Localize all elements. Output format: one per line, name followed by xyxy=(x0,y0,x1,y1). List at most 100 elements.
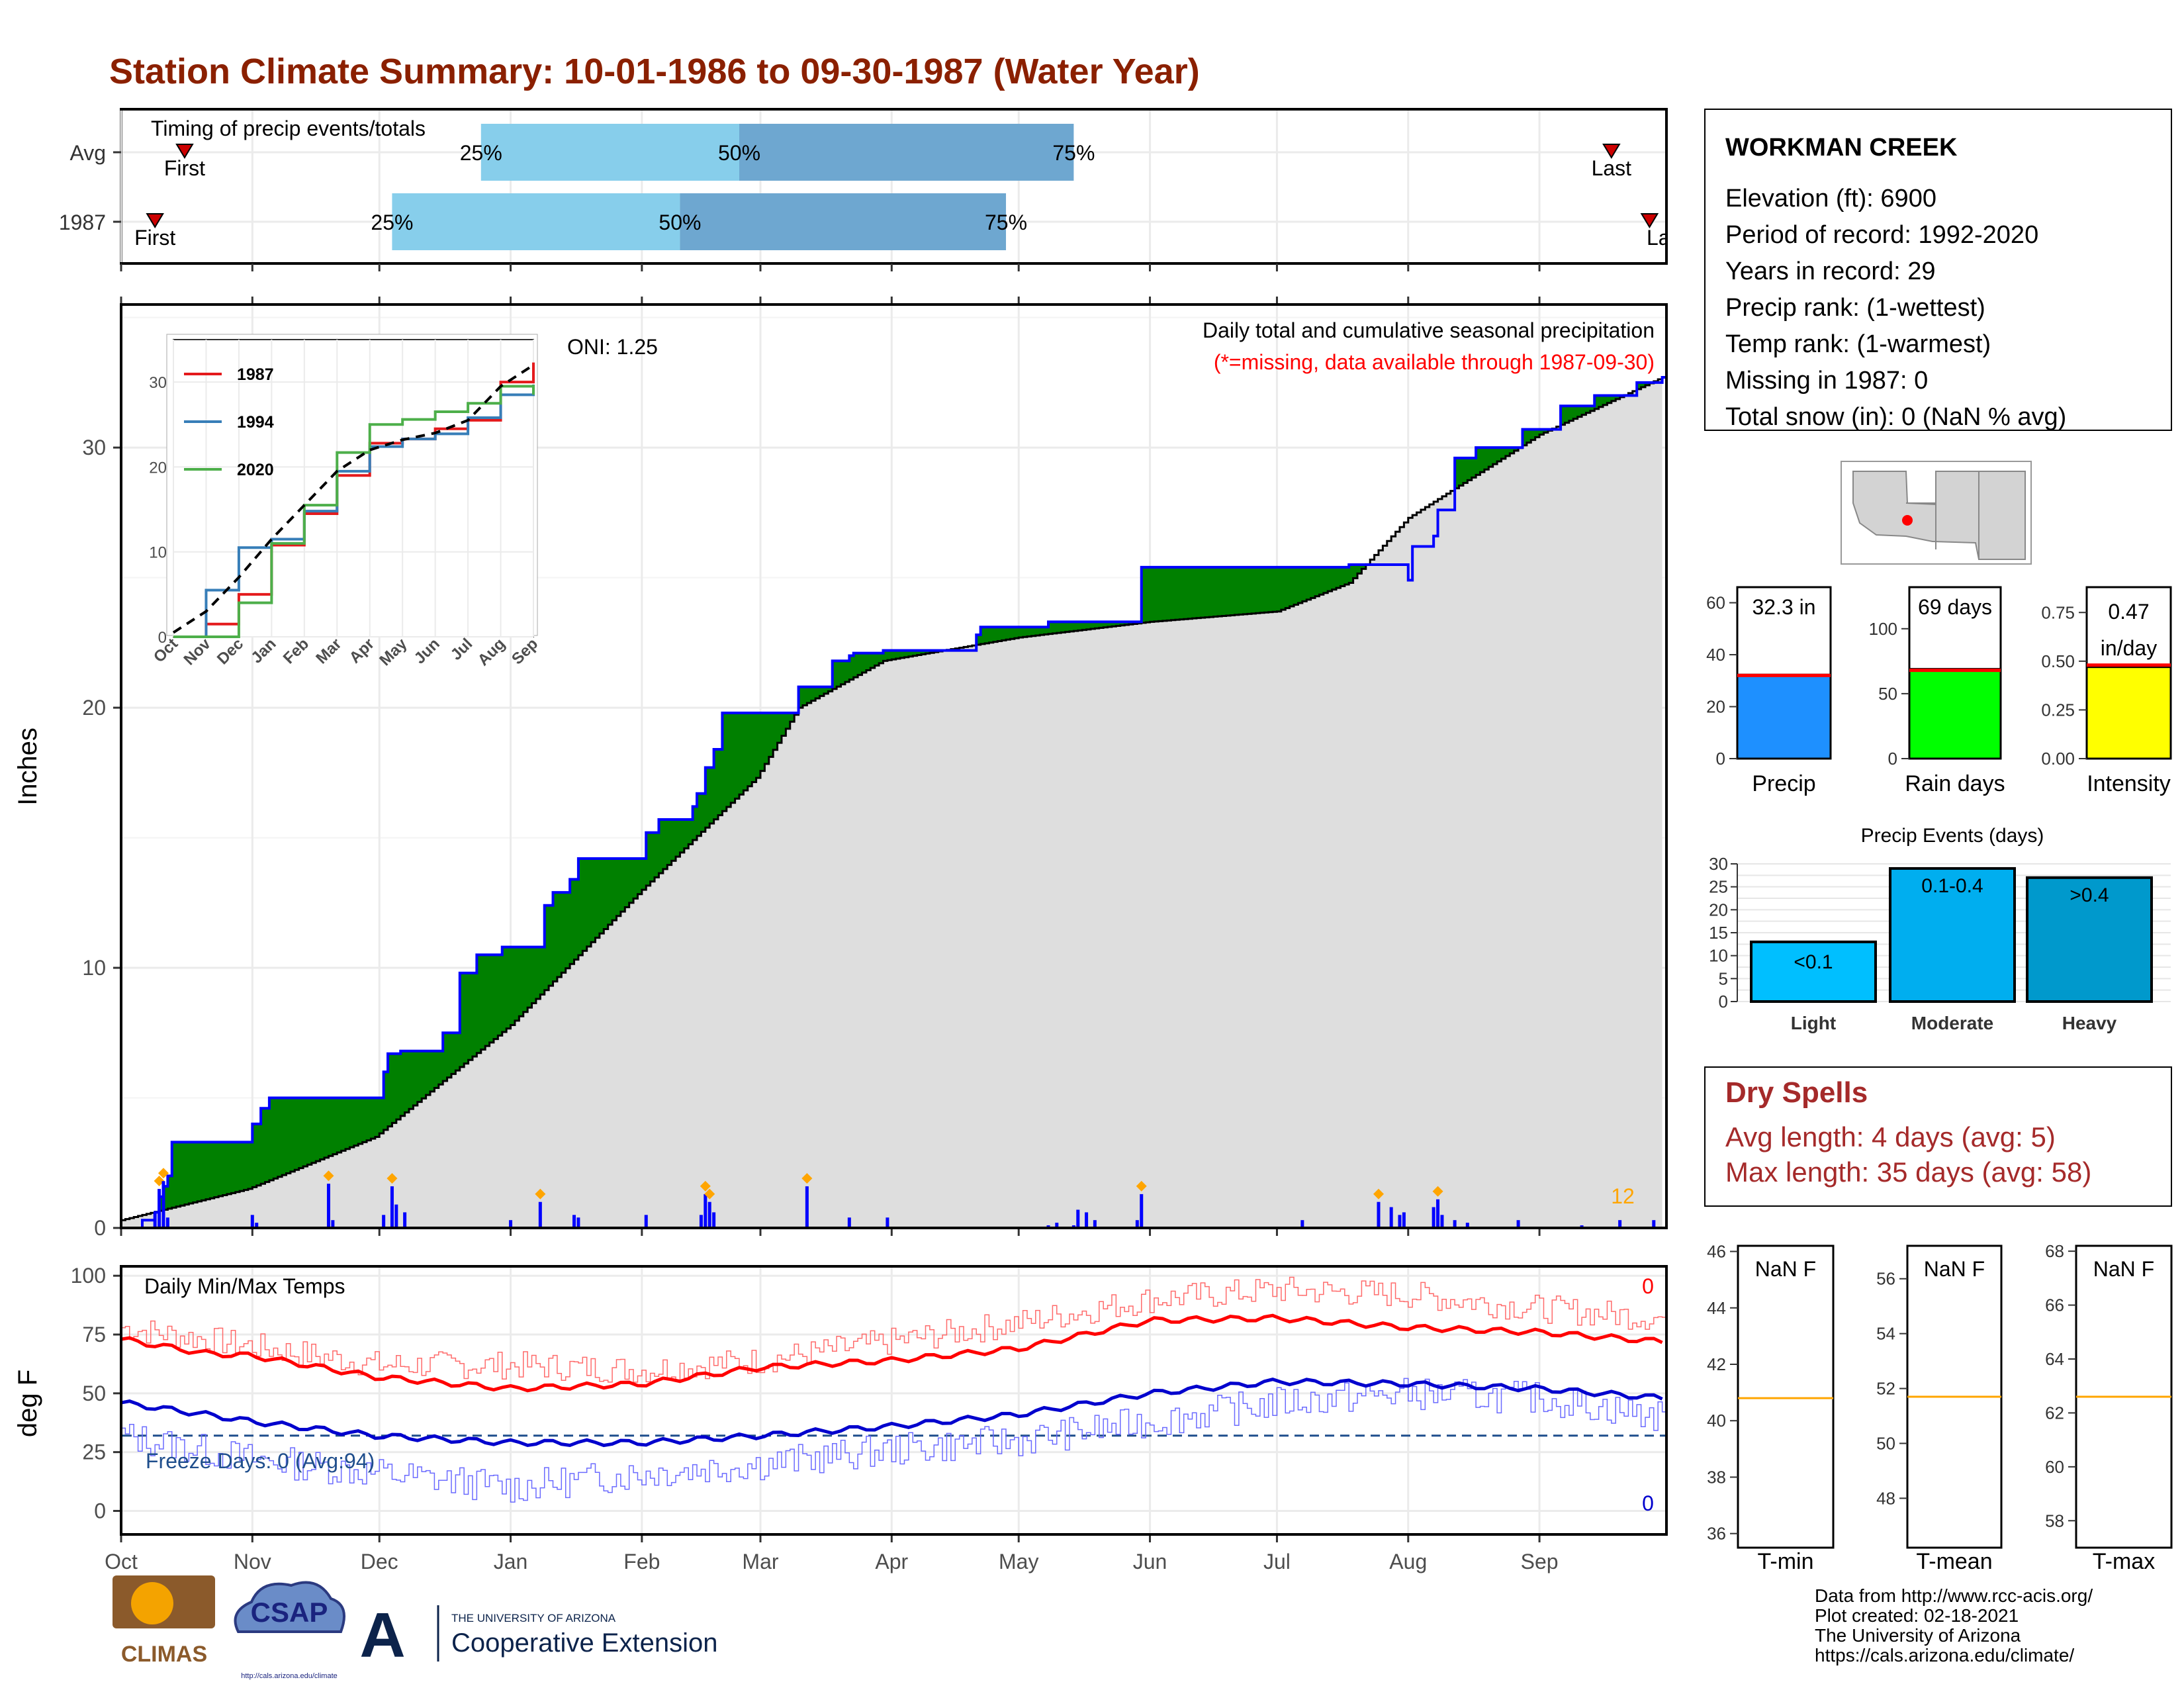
temperature-summary-boxes: 36 38 40 42 44 46 NaN F T-min 48 50 52 54 56 NaN F T-m… xyxy=(1707,1241,2173,1574)
summary-bar-category-label: Rain days xyxy=(1905,771,2005,796)
summary-bar-value-label: 32.3 in xyxy=(1752,595,1815,619)
events-y-tick-label: 10 xyxy=(1709,946,1728,966)
temp-box-y-tick-label: 36 xyxy=(1707,1524,1726,1544)
event-bar-label: 0.1-0.4 xyxy=(1921,875,1983,897)
daily-precip-bar xyxy=(1465,1223,1469,1228)
month-label: Apr xyxy=(875,1550,908,1573)
summary-bar-y-tick-label: 0.75 xyxy=(2041,602,2075,622)
summary-bar-y-tick-label: 50 xyxy=(1878,684,1897,704)
daily-precip-bar xyxy=(509,1220,513,1228)
month-label: May xyxy=(999,1550,1038,1573)
event-category-label: Moderate xyxy=(1911,1013,1993,1033)
daily-precip-bar xyxy=(1652,1220,1656,1228)
inset-plot-area xyxy=(173,339,534,637)
events-y-tick-label: 15 xyxy=(1709,923,1728,943)
precip-events-plot: 0 510 15 20 25 30 <0.1 Light 0.1-0.4 Moderate >0.4… xyxy=(1709,854,2171,1033)
ua-logo: A THE UNIVERSITY OF ARIZONA Cooperative … xyxy=(359,1600,717,1671)
location-map xyxy=(1841,461,2032,565)
daily-precip-bar xyxy=(847,1217,851,1228)
daily-precip-bar xyxy=(1398,1215,1402,1228)
inset-y-tick-label: 0 xyxy=(158,629,167,647)
timing-first-label: First xyxy=(164,156,205,180)
footer-line-3: The University of Arizona xyxy=(1815,1625,2021,1646)
daily-precip-bar xyxy=(1377,1201,1381,1228)
timing-label-25: 25% xyxy=(371,211,413,234)
csap-logo-url: http://cals.arizona.edu/climate xyxy=(241,1672,338,1680)
large-event-marker xyxy=(801,1173,813,1184)
month-label: Jan xyxy=(494,1550,528,1573)
temp-box-value: NaN F xyxy=(1924,1257,1985,1281)
large-event-marker xyxy=(323,1170,334,1182)
large-event-marker xyxy=(158,1168,169,1179)
event-bar xyxy=(1750,940,1877,1004)
timing-last-marker xyxy=(1602,144,1621,159)
daily-precip-bar xyxy=(326,1184,330,1228)
event-bar xyxy=(2026,876,2153,1004)
footer: CLIMAS CSAP http://cals.arizona.edu/clim… xyxy=(113,1575,2093,1680)
timing-first-marker xyxy=(146,213,164,228)
station-temp-rank: Temp rank: (1-warmest) xyxy=(1725,330,1991,358)
precip-events-title: Precip Events (days) xyxy=(1861,825,2044,847)
station-snow: Total snow (in): 0 (NaN % avg) xyxy=(1725,403,2066,431)
events-y-tick-label: 25 xyxy=(1709,877,1728,897)
large-event-marker xyxy=(1136,1180,1147,1192)
csap-logo: CSAP http://cals.arizona.edu/climate xyxy=(234,1581,345,1680)
temp-box-y-tick-label: 38 xyxy=(1707,1467,1726,1487)
timing-row-label-year: 1987 xyxy=(59,211,106,234)
daily-precip-bar xyxy=(394,1204,398,1228)
summary-bar-y-tick-label: 0.25 xyxy=(2041,700,2075,720)
csap-logo-text: CSAP xyxy=(251,1597,328,1628)
daily-precip-bar xyxy=(572,1215,576,1228)
climas-logo-text: CLIMAS xyxy=(121,1642,207,1667)
summary-bar-category-label: Intensity xyxy=(2087,771,2171,796)
daily-precip-bar xyxy=(1453,1220,1457,1228)
temp-box-y-tick-label: 58 xyxy=(2045,1511,2064,1530)
precip-y-axis-label: Inches xyxy=(13,727,42,806)
precip-areas xyxy=(120,376,1666,1229)
daily-precip-bar xyxy=(704,1194,707,1228)
temperature-y-axis-label: deg F xyxy=(13,1370,42,1437)
timing-last-marker xyxy=(1640,213,1659,228)
month-label: Sep xyxy=(1521,1550,1559,1573)
ua-logo-small-text: THE UNIVERSITY OF ARIZONA xyxy=(451,1612,616,1624)
timing-first-marker xyxy=(175,144,194,159)
dry-spells-avg: Avg length: 4 days (avg: 5) xyxy=(1725,1121,2056,1152)
summary-bar-value-unit: in/day xyxy=(2101,636,2157,660)
temp-box-y-tick-label: 52 xyxy=(1876,1379,1895,1399)
temp-box-y-tick-label: 46 xyxy=(1707,1242,1726,1262)
daily-precip-bar xyxy=(1135,1220,1139,1228)
temp-box-value: NaN F xyxy=(2093,1257,2154,1281)
inset-series-line xyxy=(173,384,535,638)
daily-precip-bar xyxy=(644,1215,648,1228)
station-name: WORKMAN CREEK xyxy=(1725,134,1958,162)
temp-box-y-tick-label: 60 xyxy=(2045,1457,2064,1477)
daily-precip-bar xyxy=(403,1212,407,1228)
summary-bar-fill xyxy=(1908,668,2002,760)
daily-precip-bar xyxy=(707,1201,711,1228)
temp-box-y-tick-label: 64 xyxy=(2045,1349,2064,1369)
summary-bar-y-tick-label: 0.50 xyxy=(2041,651,2075,671)
daily-precip-bars xyxy=(153,1168,1656,1228)
events-y-tick-label: 30 xyxy=(1709,854,1728,874)
daily-precip-bar xyxy=(1432,1207,1435,1228)
temp-box-label: T-max xyxy=(2093,1549,2155,1574)
daily-precip-bar xyxy=(1402,1212,1406,1228)
temperature-lines xyxy=(120,1276,1666,1503)
footer-line-1: Data from http://www.rcc-acis.org/ xyxy=(1815,1585,2093,1606)
daily-precip-bar xyxy=(390,1186,394,1228)
footer-line-4: https://cals.arizona.edu/climate/ xyxy=(1815,1645,2074,1665)
freeze-days-label: Freeze Days: 0 (Avg:94) xyxy=(146,1449,375,1473)
temp-box-y-tick-label: 42 xyxy=(1707,1354,1726,1374)
daily-min-line xyxy=(121,1378,1666,1503)
dry-spells-box: Dry Spells Avg length: 4 days (avg: 5) M… xyxy=(1704,1066,2172,1207)
temperature-panel-frame xyxy=(120,1265,1668,1536)
climas-logo: CLIMAS xyxy=(113,1575,215,1667)
timing-bar-25-50 xyxy=(480,124,739,181)
precip-y-tick-label: 10 xyxy=(82,956,106,980)
missing-data-note: (*=missing, data available through 1987-… xyxy=(1214,350,1655,374)
page-title: Station Climate Summary: 10-01-1986 to 0… xyxy=(109,52,1200,91)
summary-bar-fill xyxy=(1736,673,1832,760)
dry-spells-frame xyxy=(1704,1066,2172,1207)
